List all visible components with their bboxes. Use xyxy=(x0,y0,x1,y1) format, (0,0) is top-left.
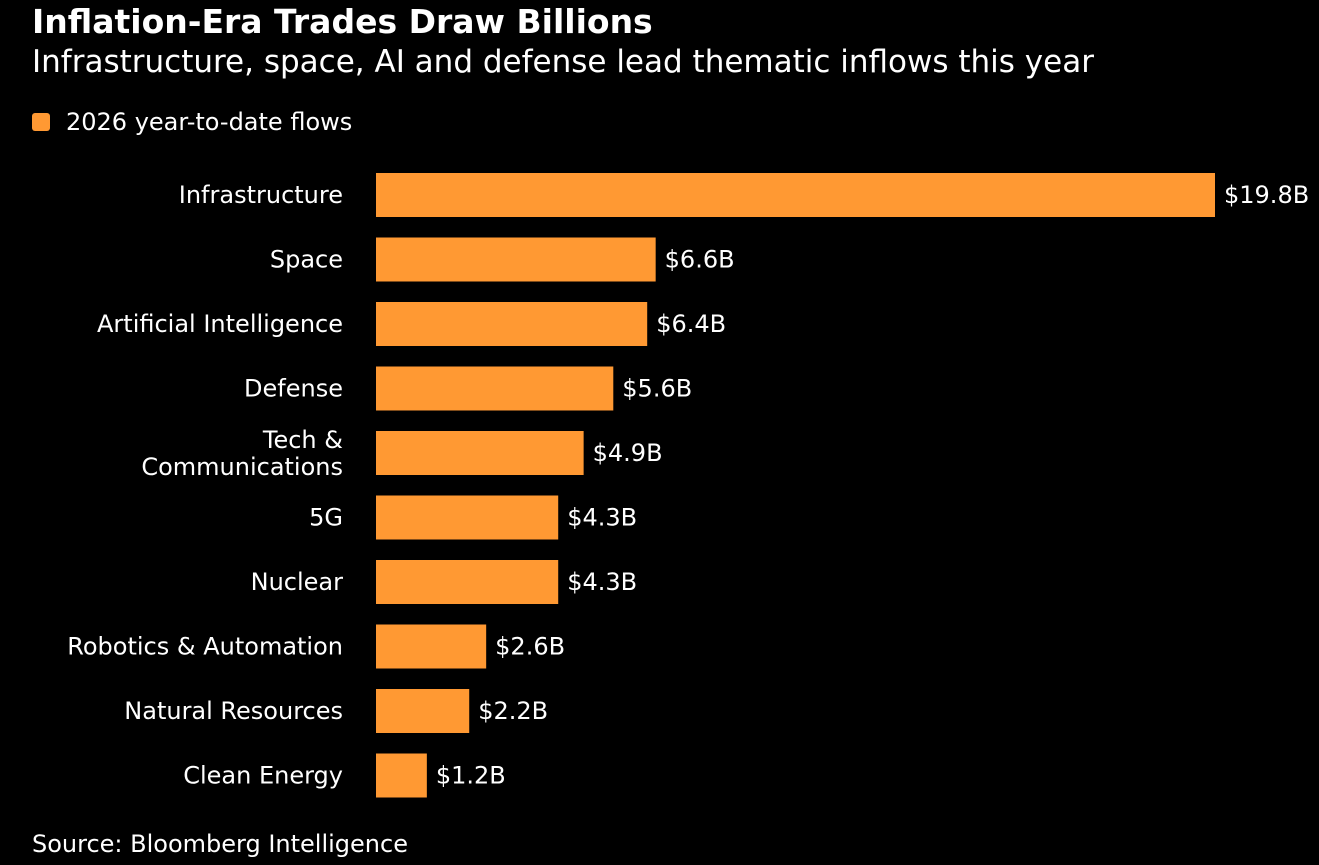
value-label-4: $4.9B xyxy=(593,439,663,467)
chart-title: Inflation-Era Trades Draw Billions xyxy=(32,2,653,41)
category-label-0: Infrastructure xyxy=(179,181,343,209)
value-label-3: $5.6B xyxy=(622,375,692,403)
value-label-9: $1.2B xyxy=(436,762,506,790)
category-label-5: 5G xyxy=(309,504,343,532)
category-label-6: Nuclear xyxy=(251,568,344,596)
bar-9 xyxy=(376,753,427,798)
legend: 2026 year-to-date flows xyxy=(32,108,352,136)
bar-2 xyxy=(376,302,648,346)
value-label-2: $6.4B xyxy=(656,310,726,338)
category-label-8: Natural Resources xyxy=(124,697,343,725)
bar-0 xyxy=(376,173,1215,217)
bar-4 xyxy=(376,431,584,475)
bar-1 xyxy=(376,237,656,282)
bar-3 xyxy=(376,366,614,411)
legend-swatch xyxy=(32,113,50,131)
value-label-8: $2.2B xyxy=(478,697,548,725)
bar-7 xyxy=(376,624,487,669)
category-label-9: Clean Energy xyxy=(183,762,343,790)
value-label-7: $2.6B xyxy=(495,633,565,661)
bar-8 xyxy=(376,689,470,733)
legend-label: 2026 year-to-date flows xyxy=(66,108,353,136)
source-note: Source: Bloomberg Intelligence xyxy=(32,830,408,858)
category-label-4: Tech & Communications xyxy=(141,426,343,481)
bar-5 xyxy=(376,495,559,540)
value-label-1: $6.6B xyxy=(665,246,735,274)
value-label-6: $4.3B xyxy=(567,568,637,596)
chart-subtitle: Infrastructure, space, AI and defense le… xyxy=(32,44,1094,80)
bar-6 xyxy=(376,560,559,604)
value-label-5: $4.3B xyxy=(567,504,637,532)
category-label-7: Robotics & Automation xyxy=(67,633,343,661)
category-label-2: Artificial Intelligence xyxy=(97,310,343,338)
value-label-0: $19.8B xyxy=(1224,181,1309,209)
category-label-1: Space xyxy=(270,246,343,274)
category-label-3: Defense xyxy=(244,375,343,403)
